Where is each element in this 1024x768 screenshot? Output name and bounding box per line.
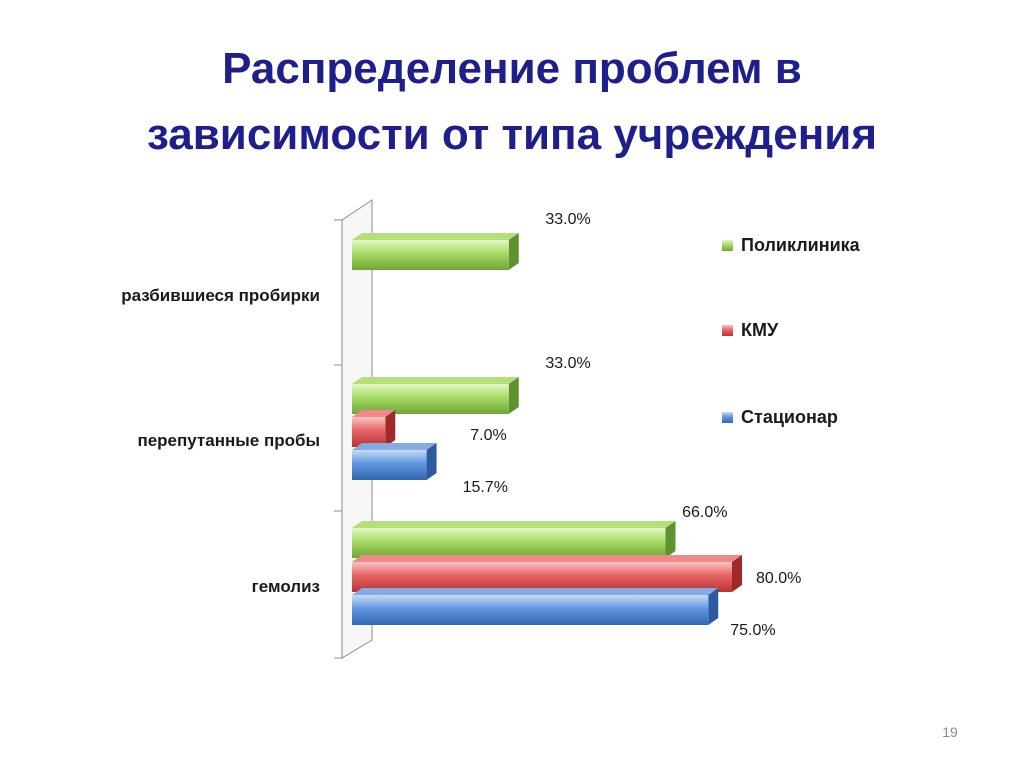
value-label-hospital-hemolysis: 75.0%	[730, 622, 775, 639]
chart-value-labels: 33.0% 33.0% 66.0% 7.0% 80.0% 15.7% 75.0%	[463, 211, 802, 639]
chart-legend: Поликлиника КМУ Стационар	[722, 235, 861, 427]
chart-bars	[352, 233, 742, 625]
page-number: 19	[942, 724, 958, 740]
value-label-polyclinic-mixed-samples: 33.0%	[545, 355, 590, 372]
legend-label-hospital: Стационар	[741, 407, 838, 427]
category-label-broken-tubes: разбившиеся пробирки	[121, 286, 320, 305]
legend-swatch-kmu	[722, 325, 733, 336]
value-label-kmu-hemolysis: 80.0%	[756, 570, 801, 587]
slide-title: Распределение проблем в зависимости от т…	[0, 36, 1024, 168]
value-label-hospital-mixed-samples: 15.7%	[463, 479, 508, 496]
value-label-polyclinic-broken-tubes: 33.0%	[545, 211, 590, 228]
legend-label-polyclinic: Поликлиника	[741, 235, 861, 255]
bar-polyclinic-mixed-samples	[352, 377, 519, 414]
bar-polyclinic-hemolysis	[352, 521, 676, 558]
slide-title-line-1: Распределение проблем в	[222, 44, 802, 93]
bar-kmu-mixed-samples	[352, 410, 396, 447]
bar-kmu-hemolysis	[352, 555, 742, 592]
category-label-hemolysis: гемолиз	[252, 577, 320, 596]
legend-swatch-hospital	[722, 412, 733, 423]
legend-label-kmu: КМУ	[741, 320, 779, 340]
bar-hospital-mixed-samples	[352, 443, 437, 480]
value-label-polyclinic-hemolysis: 66.0%	[682, 504, 727, 521]
bar-hospital-hemolysis	[352, 588, 719, 625]
category-label-mixed-samples: перепутанные пробы	[137, 431, 320, 450]
legend-swatch-polyclinic	[722, 240, 733, 251]
bar-polyclinic-broken-tubes	[352, 233, 519, 270]
slide-title-line-2: зависимости от типа учреждения	[146, 110, 878, 159]
value-label-kmu-mixed-samples: 7.0%	[470, 427, 506, 444]
